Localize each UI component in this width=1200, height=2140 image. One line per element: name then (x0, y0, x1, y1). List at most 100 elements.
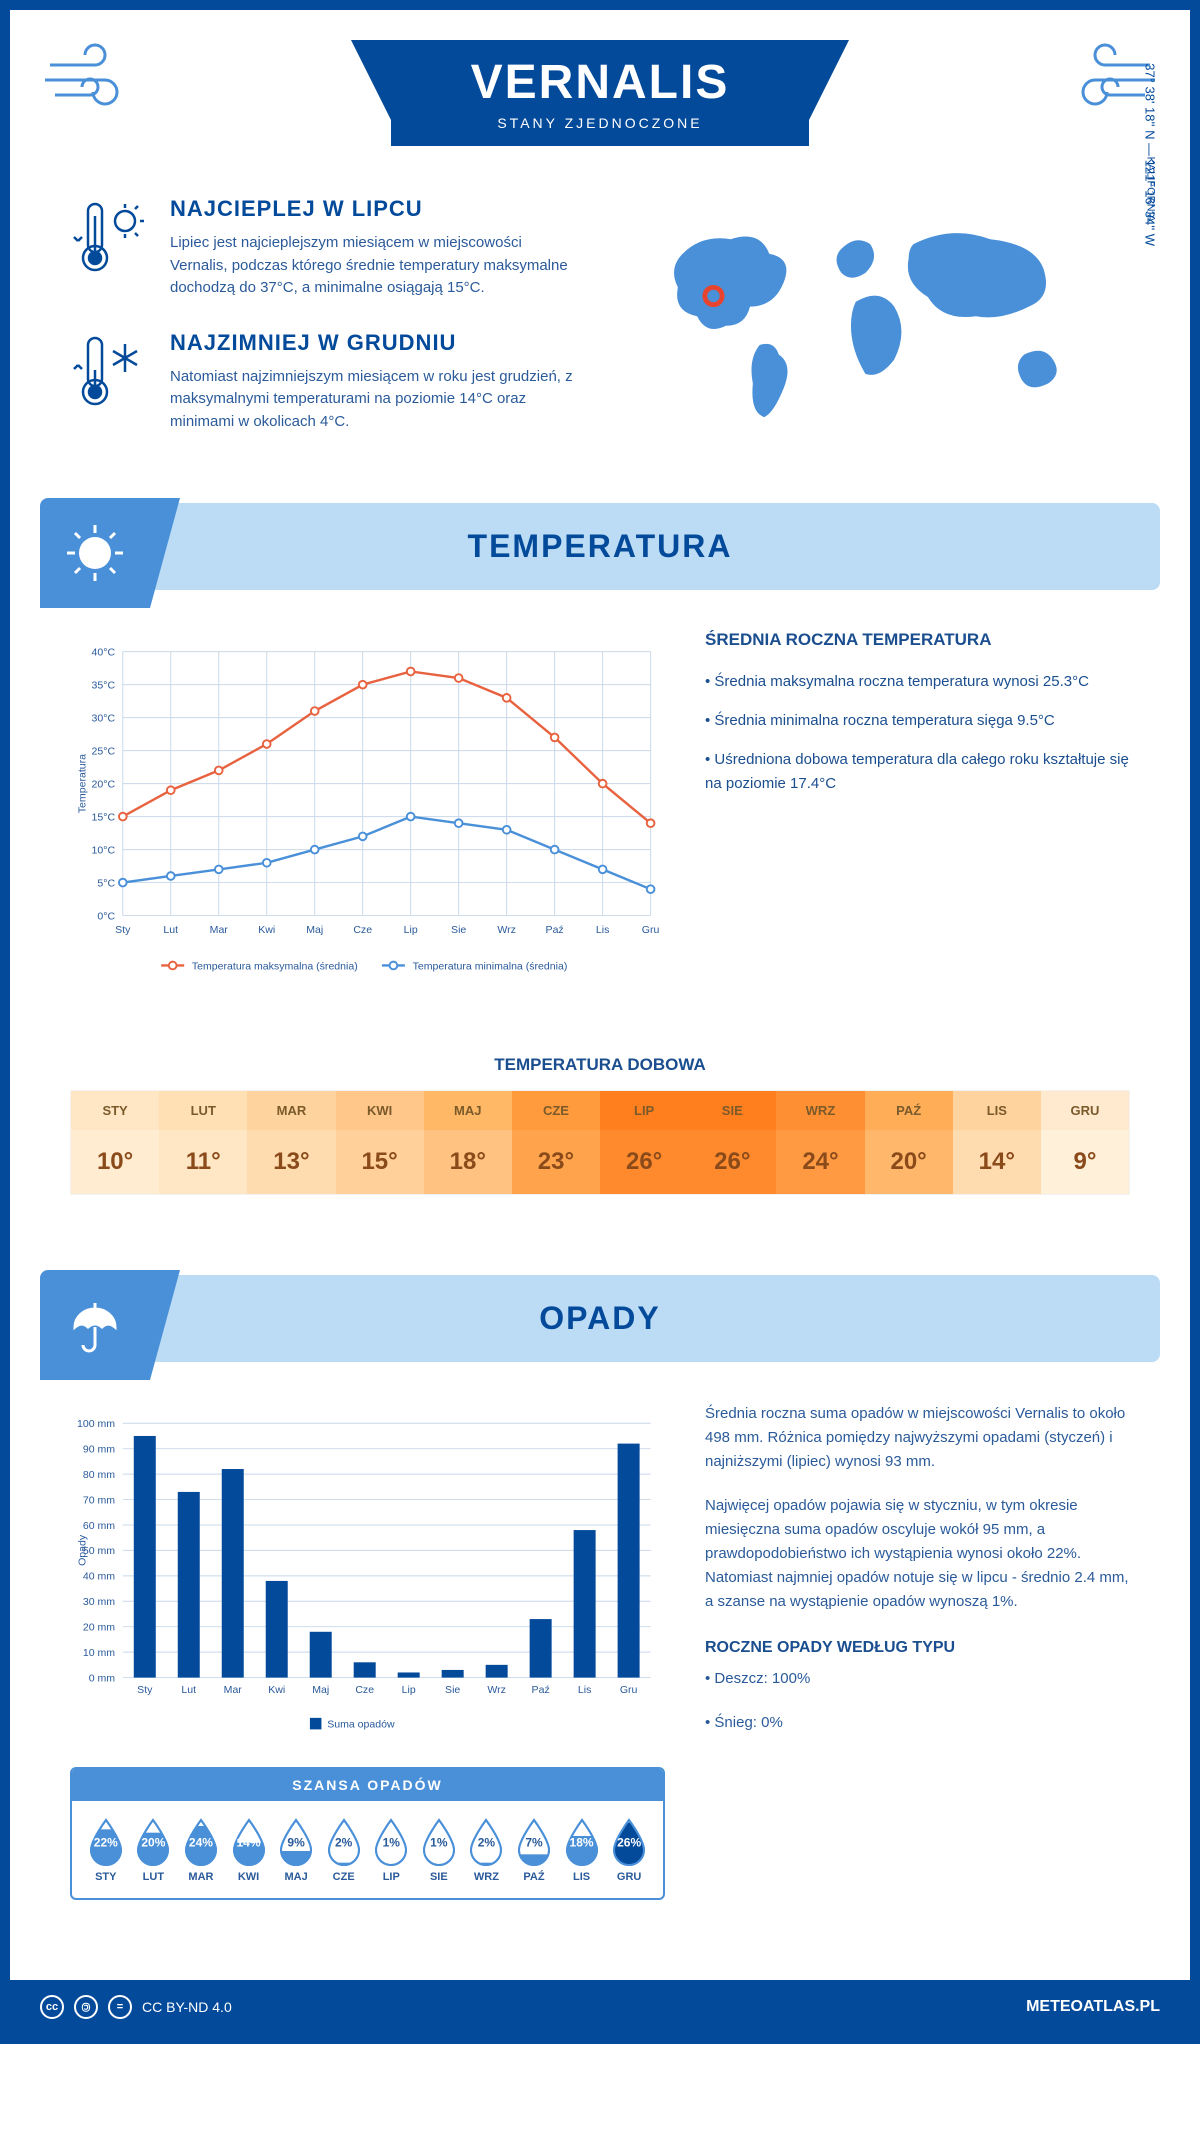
svg-text:Gru: Gru (620, 1684, 638, 1696)
coldest-block: NAJZIMNIEJ W GRUDNIU Natomiast najzimnie… (70, 330, 580, 434)
precipitation-banner: OPADY (40, 1275, 1160, 1362)
svg-text:0 mm: 0 mm (89, 1672, 116, 1684)
temp-cell: KWI 15° (336, 1091, 424, 1194)
nd-icon: = (108, 1995, 132, 2019)
svg-text:Lip: Lip (404, 924, 418, 936)
svg-text:Gru: Gru (642, 924, 660, 936)
world-map (620, 196, 1130, 446)
svg-text:Sie: Sie (445, 1684, 460, 1696)
chance-cell: 9% MAJ (272, 1816, 320, 1883)
svg-text:Temperatura minimalna (średnia: Temperatura minimalna (średnia) (413, 960, 568, 972)
svg-text:80 mm: 80 mm (83, 1469, 115, 1481)
svg-text:25°C: 25°C (92, 745, 116, 757)
svg-text:90 mm: 90 mm (83, 1444, 115, 1456)
svg-text:Sty: Sty (115, 924, 131, 936)
chance-cell: 2% WRZ (463, 1816, 511, 1883)
coordinates: 37° 38' 18'' N — 121° 16' 34'' W (1143, 63, 1158, 246)
svg-text:Temperatura maksymalna (średni: Temperatura maksymalna (średnia) (192, 960, 358, 972)
header: VERNALIS STANY ZJEDNOCZONE (10, 10, 1190, 196)
temp-cell: STY 10° (71, 1091, 159, 1194)
svg-text:Cze: Cze (355, 1684, 374, 1696)
hottest-text: Lipiec jest najcieplejszym miesiącem w m… (170, 232, 580, 300)
svg-text:Paź: Paź (546, 924, 564, 936)
svg-text:100 mm: 100 mm (77, 1418, 115, 1430)
chance-cell: 26% GRU (605, 1816, 653, 1883)
temp-cell: MAJ 18° (424, 1091, 512, 1194)
temp-cell: CZE 23° (512, 1091, 600, 1194)
temp-cell: LUT 11° (159, 1091, 247, 1194)
svg-text:40°C: 40°C (92, 646, 116, 658)
svg-text:Wrz: Wrz (487, 1684, 506, 1696)
svg-text:Cze: Cze (353, 924, 372, 936)
svg-text:70 mm: 70 mm (83, 1494, 115, 1506)
precip-paragraph: Średnia roczna suma opadów w miejscowośc… (705, 1402, 1130, 1474)
svg-text:Kwi: Kwi (268, 1684, 285, 1696)
precipitation-summary: Średnia roczna suma opadów w miejscowośc… (705, 1402, 1130, 1900)
svg-text:5°C: 5°C (97, 877, 115, 889)
intro-section: NAJCIEPLEJ W LIPCU Lipiec jest najcieple… (10, 196, 1190, 503)
chance-cell: 7% PAŹ (510, 1816, 558, 1883)
chance-cell: 2% CZE (320, 1816, 368, 1883)
temp-cell: WRZ 24° (776, 1091, 864, 1194)
chance-cell: 20% LUT (130, 1816, 178, 1883)
temp-cell: PAŹ 20° (865, 1091, 953, 1194)
svg-text:Sty: Sty (137, 1684, 153, 1696)
coldest-title: NAJZIMNIEJ W GRUDNIU (170, 330, 580, 356)
svg-text:Lip: Lip (402, 1684, 416, 1696)
city-name: VERNALIS (471, 55, 730, 110)
svg-text:Mar: Mar (224, 1684, 243, 1696)
svg-text:60 mm: 60 mm (83, 1520, 115, 1532)
country-name: STANY ZJEDNOCZONE (471, 115, 730, 131)
sun-icon (40, 498, 150, 608)
wind-icon (40, 40, 130, 124)
temperature-banner: TEMPERATURA (40, 503, 1160, 590)
svg-text:Maj: Maj (312, 1684, 329, 1696)
precip-paragraph: Najwięcej opadów pojawia się w styczniu,… (705, 1494, 1130, 1614)
svg-text:Lis: Lis (596, 924, 609, 936)
chance-cell: 24% MAR (177, 1816, 225, 1883)
svg-text:Mar: Mar (210, 924, 229, 936)
license-text: CC BY-ND 4.0 (142, 1999, 232, 2015)
summary-title: ŚREDNIA ROCZNA TEMPERATURA (705, 630, 1130, 650)
svg-text:Suma opadów: Suma opadów (327, 1718, 395, 1730)
precip-type: • Śnieg: 0% (705, 1711, 1130, 1735)
temp-cell: GRU 9° (1041, 1091, 1129, 1194)
cc-icon: cc (40, 1995, 64, 2019)
thermometer-sun-icon (70, 196, 150, 276)
temp-cell: LIP 26° (600, 1091, 688, 1194)
chance-cell: 14% KWI (225, 1816, 273, 1883)
daily-temp-title: TEMPERATURA DOBOWA (10, 1055, 1190, 1075)
summary-bullet: • Średnia maksymalna roczna temperatura … (705, 670, 1130, 694)
site-name: METEOATLAS.PL (1026, 1998, 1160, 2016)
precipitation-bar-chart: 0 mm10 mm20 mm30 mm40 mm50 mm60 mm70 mm8… (70, 1402, 665, 1742)
precip-chance-table: SZANSA OPADÓW 22% STY (70, 1767, 665, 1900)
svg-text:Sie: Sie (451, 924, 466, 936)
section-title: TEMPERATURA (40, 528, 1160, 565)
temp-cell: SIE 26° (688, 1091, 776, 1194)
temperature-line-chart: 0°C5°C10°C15°C20°C25°C30°C35°C40°CStyLut… (70, 630, 665, 990)
footer: cc 🄯 = CC BY-ND 4.0 METEOATLAS.PL (10, 1980, 1190, 2034)
precip-type-title: ROCZNE OPADY WEDŁUG TYPU (705, 1639, 1130, 1657)
svg-text:20°C: 20°C (92, 778, 116, 790)
svg-text:Lut: Lut (181, 1684, 196, 1696)
daily-temp-table: STY 10° LUT 11° MAR 13° KWI 15° MAJ 18° … (70, 1090, 1130, 1195)
svg-text:Maj: Maj (306, 924, 323, 936)
chance-cell: 22% STY (82, 1816, 130, 1883)
svg-text:Temperatura: Temperatura (76, 754, 88, 813)
summary-bullet: • Uśredniona dobowa temperatura dla całe… (705, 748, 1130, 796)
by-icon: 🄯 (74, 1995, 98, 2019)
svg-text:Lut: Lut (163, 924, 178, 936)
coldest-text: Natomiast najzimniejszym miesiącem w rok… (170, 366, 580, 434)
svg-text:Opady: Opady (76, 1534, 88, 1566)
precip-type: • Deszcz: 100% (705, 1667, 1130, 1691)
chance-cell: 1% LIP (367, 1816, 415, 1883)
chance-cell: 1% SIE (415, 1816, 463, 1883)
chance-cell: 18% LIS (558, 1816, 606, 1883)
svg-text:Lis: Lis (578, 1684, 591, 1696)
svg-text:35°C: 35°C (92, 679, 116, 691)
svg-text:15°C: 15°C (92, 811, 116, 823)
temp-cell: MAR 13° (247, 1091, 335, 1194)
section-title: OPADY (40, 1300, 1160, 1337)
page-root: VERNALIS STANY ZJEDNOCZONE NAJCIEPLEJ W … (0, 0, 1200, 2044)
svg-text:Kwi: Kwi (258, 924, 275, 936)
